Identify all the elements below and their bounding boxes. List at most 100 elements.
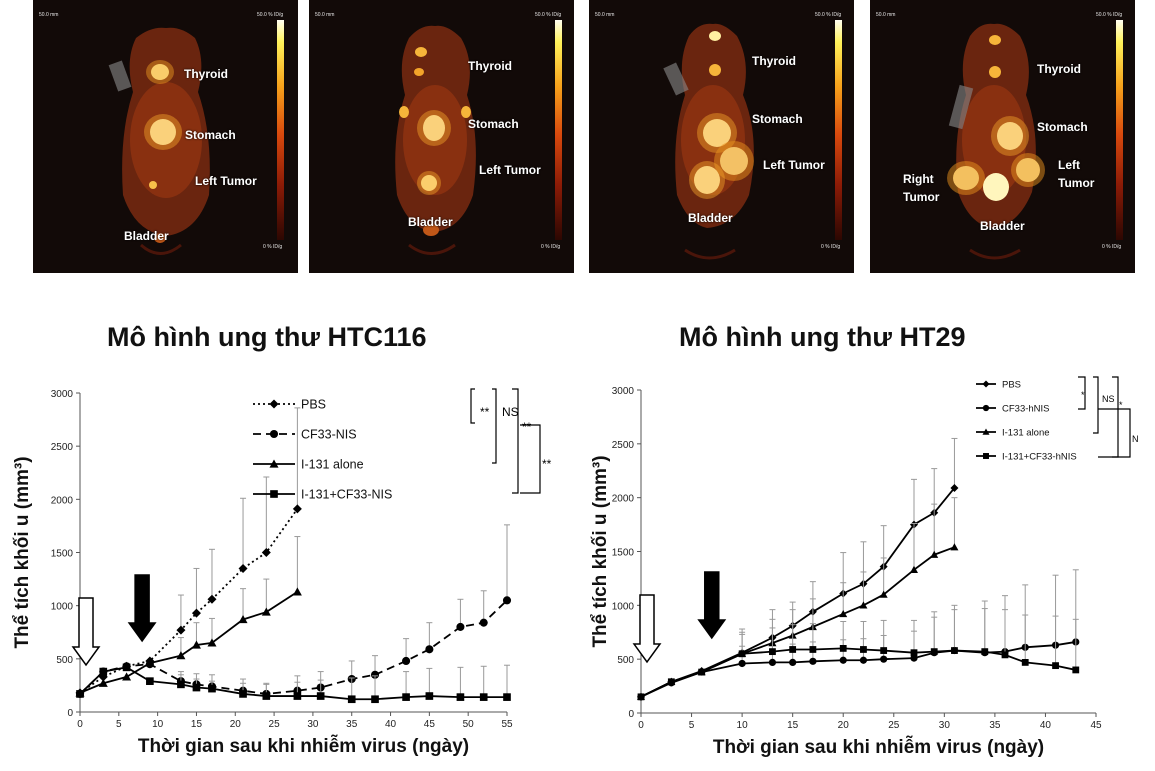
organ-label-thyroid: Thyroid — [184, 67, 228, 81]
y-tick-label: 3000 — [51, 389, 74, 400]
organ-label-stomach: Stomach — [1037, 120, 1088, 134]
significance-bracket — [512, 388, 519, 494]
x-tick-label: 20 — [838, 720, 850, 731]
data-point — [789, 658, 797, 666]
data-point — [981, 648, 989, 656]
y-tick-label: 3000 — [612, 386, 635, 397]
organ-label-stomach: Stomach — [468, 117, 519, 131]
series-line — [79, 599, 508, 695]
legend-marker — [269, 399, 279, 409]
x-tick-label: 25 — [269, 719, 281, 730]
series-diamond — [75, 407, 302, 698]
significance-brackets: * NS * NS — [1078, 376, 1138, 458]
significance-label: ** — [480, 405, 490, 419]
ruler-label: 50.0 mm — [39, 12, 59, 18]
colorbar — [1116, 20, 1123, 240]
legend-marker — [982, 428, 990, 435]
series-line — [79, 591, 298, 694]
data-point — [425, 692, 434, 700]
y-tick-label: 1000 — [612, 601, 635, 612]
data-point — [839, 645, 847, 652]
ruler-label: 50.0 mm — [876, 12, 896, 18]
y-tick-label: 500 — [56, 655, 73, 666]
treatment-arrow-filled — [127, 574, 157, 643]
x-tick-label: 50 — [463, 719, 475, 730]
data-point — [261, 607, 271, 616]
data-point — [456, 622, 465, 631]
organ-label-left-tumor: Left Tumor — [763, 158, 825, 172]
data-point — [880, 647, 888, 654]
series-circle — [637, 569, 1080, 701]
data-point — [910, 654, 918, 662]
ruler-label: 50.0 mm — [315, 12, 335, 18]
data-point — [1001, 651, 1009, 659]
y-tick-label: 1500 — [51, 549, 74, 560]
y-tick-label: 2000 — [51, 495, 74, 506]
data-point — [698, 668, 706, 676]
legend-label: I-131 alone — [301, 457, 364, 471]
data-point — [238, 563, 248, 573]
data-point — [738, 659, 746, 668]
data-point — [371, 695, 379, 704]
data-point — [809, 657, 817, 665]
chart-title-ht29: Mô hình ung thư HT29 — [679, 322, 966, 352]
x-tick-label: 40 — [385, 719, 397, 730]
y-axis-label: Thể tích khối u (mm³) — [590, 455, 611, 647]
data-point — [402, 693, 410, 701]
significance-bracket — [1093, 376, 1099, 434]
data-point — [479, 693, 488, 701]
data-point — [930, 550, 939, 558]
colorbar-max-label: 50.0 % ID/g — [1096, 12, 1123, 18]
x-axis-label: Thời gian sau khi nhiễm virus (ngày) — [138, 735, 469, 757]
organ-label-right-tumor: Right Tumor — [903, 172, 940, 204]
chart-htc116: 0 500 1000 1500 2000 2500 3000 0 5 10 15 20 25 30 35 40… — [12, 388, 552, 757]
colorbar — [277, 20, 284, 240]
x-axis-label: Thời gian sau khi nhiễm virus (ngày) — [713, 736, 1044, 758]
data-point — [738, 650, 746, 658]
x-tick-label: 30 — [307, 719, 319, 730]
data-point — [502, 596, 512, 605]
data-point — [98, 678, 108, 687]
series-triangle — [75, 536, 302, 697]
data-point — [456, 693, 465, 701]
organ-label-stomach: Stomach — [752, 112, 803, 126]
series-square — [637, 608, 1080, 701]
colorbar — [555, 20, 562, 240]
series-line — [79, 508, 299, 694]
significance-bracket — [470, 388, 475, 424]
data-point — [859, 601, 868, 609]
data-point — [1021, 658, 1029, 666]
legend-label: PBS — [1002, 379, 1021, 390]
x-tick-label: 5 — [116, 719, 122, 730]
x-tick-label: 0 — [638, 720, 644, 731]
data-point — [145, 658, 155, 667]
organ-label-left-tumor: Left Tumor — [195, 174, 257, 188]
data-point — [176, 625, 186, 635]
data-point — [76, 690, 84, 698]
treatment-arrow-hollow — [632, 594, 662, 664]
colorbar-min-label: 0 % ID/g — [821, 244, 841, 250]
chart-ht29: 0 500 1000 1500 2000 2500 3000 0 5 10 15 20 25 30 35 40… — [590, 376, 1138, 758]
significance-label: ** — [542, 457, 552, 471]
legend-marker — [269, 429, 279, 439]
y-tick-label: 0 — [67, 708, 73, 719]
organ-label-bladder: Bladder — [688, 211, 733, 225]
x-tick-label: 30 — [939, 720, 951, 731]
data-point — [880, 655, 888, 663]
x-tick-label: 15 — [191, 719, 203, 730]
chart-title-htc116: Mô hình ung thư HTC116 — [107, 322, 427, 352]
organ-label-bladder: Bladder — [980, 219, 1025, 233]
significance-bracket — [492, 388, 497, 464]
organ-label-bladder: Bladder — [408, 215, 453, 229]
data-point — [177, 680, 185, 689]
colorbar — [835, 20, 842, 240]
organ-label-thyroid: Thyroid — [468, 59, 512, 73]
legend-marker — [982, 404, 990, 412]
significance-bracket — [1078, 376, 1086, 410]
data-point — [347, 695, 356, 704]
y-axis-label: Thể tích khối u (mm³) — [12, 456, 33, 648]
series-line — [640, 487, 956, 698]
data-point — [292, 504, 302, 514]
scan-panel-4: 50.0 % ID/g 0 % ID/g 50.0 mm Thyroid Sto… — [870, 0, 1135, 273]
data-point — [370, 670, 380, 679]
